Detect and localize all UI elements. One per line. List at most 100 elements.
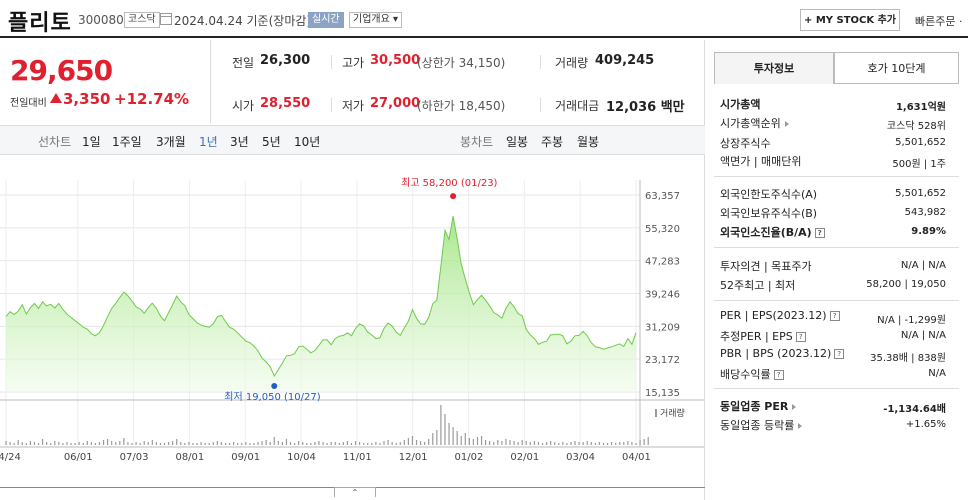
volume-bar <box>489 441 491 445</box>
chart-period-bar: 선차트 1일 1주일 3개월 1년 3년 5년 10년 봉차트 일봉 주봉 월봉 <box>0 125 705 155</box>
volume-bar <box>139 443 141 445</box>
volume-bar <box>41 439 44 445</box>
period-1d[interactable]: 1일 <box>82 135 101 149</box>
volume-bar <box>379 443 381 445</box>
quick-order-link[interactable]: 빠른주문 · <box>915 15 963 28</box>
line-chart-label: 선차트 <box>38 135 72 149</box>
w52-value: 58,200 | 19,050 <box>866 279 946 290</box>
volume-bar <box>326 443 328 445</box>
x-tick-label: 11/01 <box>343 452 372 463</box>
period-1y[interactable]: 1년 <box>199 135 218 149</box>
x-tick-label: 02/01 <box>510 452 539 463</box>
est-per-label[interactable]: 추정PER | EPS? <box>720 328 806 344</box>
market-badge: 코스닥 <box>124 12 160 28</box>
volume-bar <box>464 433 466 445</box>
realtime-button[interactable]: 실시간 <box>308 12 344 28</box>
volume-bar <box>212 442 214 445</box>
mcap-rank-label[interactable]: 시가총액순위 <box>720 115 789 131</box>
volume-bar <box>192 443 194 445</box>
volume-bar <box>228 443 231 445</box>
volume-bar <box>204 443 206 445</box>
volume-bar <box>623 442 625 445</box>
industry-rate-label[interactable]: 동일업종 등락률 <box>720 417 803 433</box>
y-tick-label: 39,246 <box>645 290 680 301</box>
help-icon[interactable]: ? <box>834 349 845 359</box>
volume-bar <box>391 442 393 445</box>
add-my-stock-button[interactable]: + MY STOCK 추가 <box>800 9 900 31</box>
foreign-rate-label[interactable]: 외국인소진율(B/A)? <box>720 224 825 240</box>
period-monthly[interactable]: 월봉 <box>577 135 600 149</box>
pbr-label[interactable]: PBR | BPS (2023.12)? <box>720 347 845 360</box>
volume-bar <box>196 443 198 445</box>
volume-bar <box>330 442 332 445</box>
volume-bar <box>322 442 324 445</box>
volume-bar <box>375 442 377 445</box>
volume-bar <box>265 440 267 445</box>
volume-bar <box>257 442 259 445</box>
volume-bar <box>261 441 263 445</box>
period-1w[interactable]: 1주일 <box>112 135 142 149</box>
tab-order-book[interactable]: 호가 10단계 <box>834 52 959 84</box>
volume-bar <box>419 441 422 445</box>
volume-bar <box>273 437 275 445</box>
stock-name: 플리토 <box>8 11 72 36</box>
volume-bar <box>639 440 641 445</box>
foreign-limit-label: 외국인한도주식수(A) <box>720 188 818 201</box>
volume-bar <box>9 442 11 445</box>
volume-bar <box>562 442 564 445</box>
expand-arrow-icon <box>798 423 803 429</box>
foreign-hold-value: 543,982 <box>904 207 946 218</box>
volume-bar <box>237 443 239 445</box>
base-date: 2024.04.24 기준(장마감) <box>174 14 312 28</box>
price-chart[interactable]: 최고 58,200 (01/23) 최저 19,050 (10/27) 거래량 6… <box>0 150 704 465</box>
volume-legend: 거래량 <box>660 407 685 419</box>
tab-invest-info[interactable]: 투자정보 <box>714 52 834 84</box>
volume-bar <box>541 443 544 445</box>
volume-bar <box>346 441 349 445</box>
period-5y[interactable]: 5년 <box>262 135 281 149</box>
x-tick-label: 01/02 <box>455 452 484 463</box>
volume-bar <box>46 442 48 445</box>
volume-bar <box>306 443 308 445</box>
per-label[interactable]: PER | EPS(2023.12)? <box>720 309 840 322</box>
foreign-rate-text: 외국인소진율(B/A) <box>720 226 812 239</box>
period-3m[interactable]: 3개월 <box>156 135 186 149</box>
volume-bar <box>436 430 438 445</box>
period-daily[interactable]: 일봉 <box>506 135 529 149</box>
volume-bar <box>432 433 434 445</box>
calendar-icon <box>160 13 172 25</box>
volume-bar <box>594 443 596 445</box>
volume-bar <box>208 443 210 445</box>
help-icon[interactable]: ? <box>773 370 784 380</box>
mcap-value: 1,631억원 <box>895 102 946 113</box>
volume-bar <box>550 441 552 445</box>
volume-bar <box>411 436 414 445</box>
period-3y[interactable]: 3년 <box>230 135 249 149</box>
per-text: PER | EPS(2023.12) <box>720 309 827 322</box>
collapse-chart-button[interactable]: ⌃ <box>334 487 376 497</box>
volume-bar <box>468 438 470 445</box>
period-10y[interactable]: 10년 <box>294 135 321 149</box>
x-tick-label: 10/04 <box>287 452 316 463</box>
help-icon[interactable]: ? <box>829 311 840 321</box>
volume-bar <box>90 442 92 445</box>
volume-bar <box>147 442 149 445</box>
volume-bar <box>497 440 499 445</box>
volume-bar <box>111 441 113 445</box>
company-overview-dropdown[interactable]: 기업개요 ▾ <box>349 12 402 28</box>
change-label: 전일대비 <box>10 98 47 109</box>
per-value: N/A | -1,299원 <box>877 315 946 326</box>
upper-limit: (상한가 34,150) <box>417 56 506 70</box>
help-icon[interactable]: ? <box>795 332 806 342</box>
volume-bar <box>123 438 125 445</box>
help-icon[interactable]: ? <box>814 228 825 238</box>
dividend-label[interactable]: 배당수익률? <box>720 366 784 382</box>
industry-rate-text: 동일업종 등락률 <box>720 419 795 432</box>
volume-bar <box>448 423 450 445</box>
volume-bar <box>428 439 430 445</box>
period-weekly[interactable]: 주봉 <box>541 135 564 149</box>
candle-chart-label: 봉차트 <box>460 135 494 149</box>
industry-per-label[interactable]: 동일업종 PER <box>720 398 797 414</box>
volume-bar <box>505 439 507 445</box>
high-annotation: 최고 58,200 (01/23) <box>401 177 497 189</box>
